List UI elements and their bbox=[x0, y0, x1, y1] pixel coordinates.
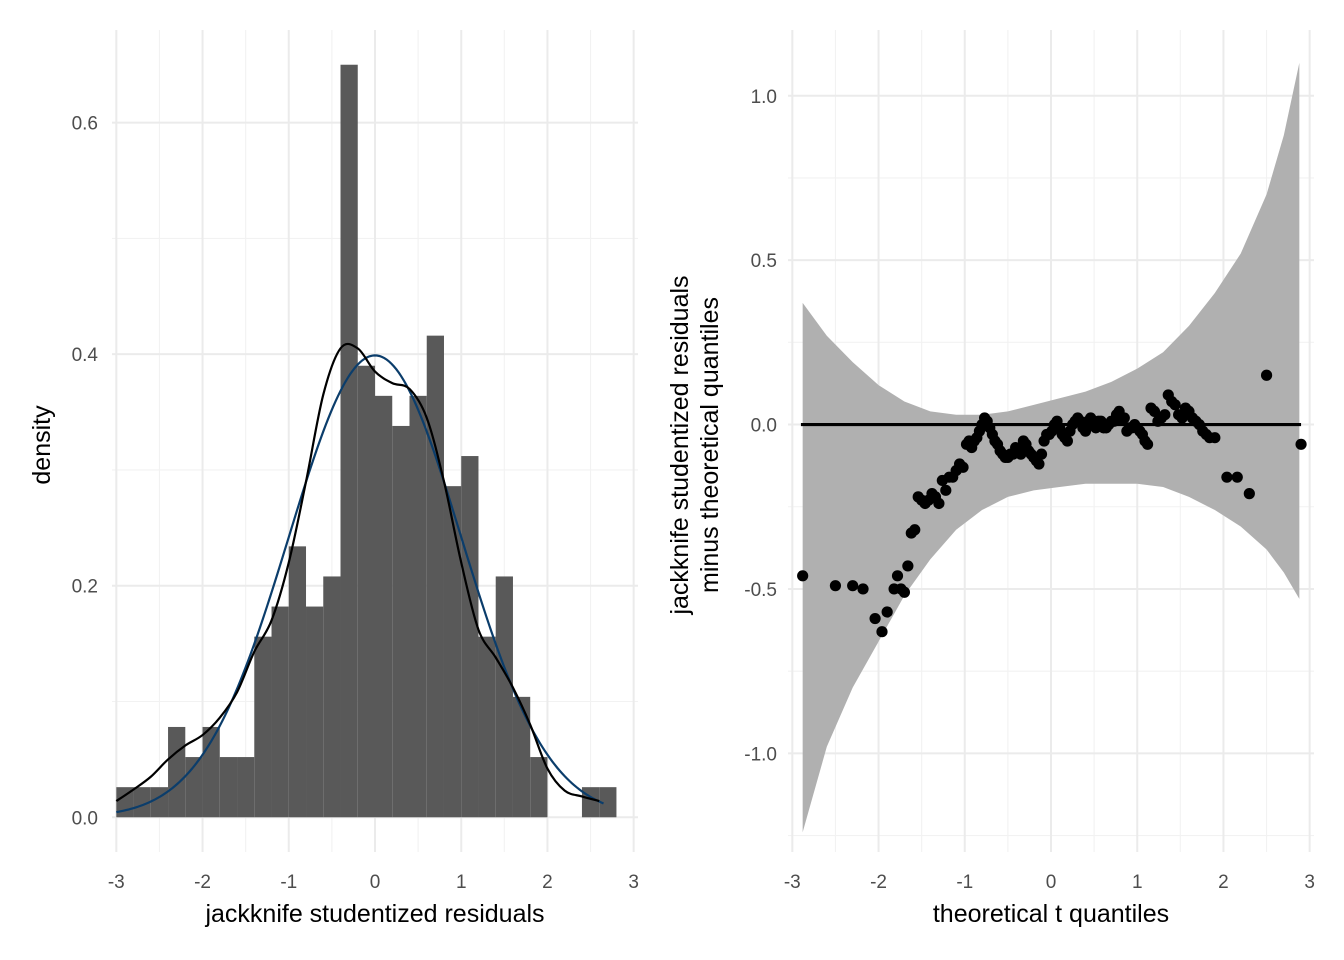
histogram-bar bbox=[426, 335, 444, 818]
qq-x-tick-label: 3 bbox=[1304, 872, 1315, 893]
histogram-bar bbox=[288, 546, 307, 818]
qq-point bbox=[876, 626, 888, 638]
qq-point bbox=[829, 580, 842, 592]
qq-point bbox=[1035, 448, 1048, 460]
histogram-bars bbox=[116, 64, 617, 818]
histogram-x-tick-label: -1 bbox=[280, 872, 297, 893]
histogram-bar bbox=[133, 787, 151, 818]
histogram-bar bbox=[443, 486, 462, 818]
histogram-y-axis-title: density bbox=[28, 405, 56, 485]
qq-point bbox=[1231, 471, 1243, 483]
histogram-x-tick-label: 2 bbox=[542, 872, 553, 893]
histogram-bar bbox=[530, 757, 548, 818]
qq-point bbox=[1033, 458, 1045, 470]
histogram-x-tick-label: 1 bbox=[456, 872, 467, 893]
histogram-bar bbox=[599, 787, 617, 818]
histogram-x-tick-label: 0 bbox=[370, 872, 381, 893]
histogram-bar bbox=[409, 395, 427, 818]
histogram-y-tick-label: 0.4 bbox=[72, 345, 99, 366]
histogram-x-tick-label: -2 bbox=[194, 872, 211, 893]
histogram-bar bbox=[340, 64, 358, 818]
histogram-bar bbox=[478, 636, 496, 818]
qq-point bbox=[1169, 399, 1181, 411]
qq-point bbox=[940, 484, 952, 496]
histogram-bar bbox=[168, 726, 186, 818]
qq-points bbox=[797, 369, 1307, 638]
normal-density-curve bbox=[116, 354, 604, 814]
histogram-y-tick-labels: 0.0 0.2 0.4 0.6 bbox=[72, 114, 99, 830]
qq-point bbox=[933, 497, 945, 510]
kernel-density-curve bbox=[115, 342, 600, 803]
qq-y-tick-label: -0.5 bbox=[744, 580, 777, 601]
qq-point bbox=[1243, 488, 1255, 500]
qq-point bbox=[1141, 438, 1154, 450]
histogram-bar bbox=[581, 787, 600, 818]
histogram-bar bbox=[392, 425, 410, 818]
histogram-bar bbox=[461, 456, 479, 818]
qq-x-tick-label: 1 bbox=[1132, 872, 1143, 893]
qq-x-axis-title: theoretical t quantiles bbox=[933, 900, 1169, 928]
qq-point bbox=[902, 560, 914, 572]
qq-point bbox=[891, 570, 904, 582]
qq-point bbox=[1079, 425, 1092, 437]
qq-point bbox=[881, 606, 893, 618]
histogram-bar bbox=[512, 696, 531, 818]
qq-y-tick-label: 0.0 bbox=[751, 416, 777, 437]
qq-x-tick-label: -1 bbox=[956, 872, 973, 893]
histogram-x-tick-labels: -3 -2 -1 0 1 2 3 bbox=[108, 872, 639, 893]
qq-y-tick-label: 0.5 bbox=[751, 251, 777, 272]
qq-x-tick-label: 0 bbox=[1046, 872, 1057, 893]
histogram-x-tick-label: 3 bbox=[628, 872, 639, 893]
qq-point bbox=[1209, 432, 1221, 444]
histogram-bar bbox=[375, 395, 393, 818]
histogram-panel: -3 -2 -1 0 1 2 3 0.0 0.2 0.4 0.6 jackknife studen… bbox=[28, 30, 639, 928]
histogram-bar bbox=[357, 365, 375, 818]
qq-point bbox=[1159, 409, 1171, 421]
histogram-bar bbox=[271, 606, 289, 818]
confidence-band bbox=[802, 62, 1300, 833]
qq-x-tick-label: 2 bbox=[1218, 872, 1229, 893]
qq-point bbox=[869, 612, 881, 625]
histogram-y-tick-label: 0.2 bbox=[72, 577, 98, 598]
histogram-bar bbox=[306, 606, 324, 818]
qq-y-tick-label: 1.0 bbox=[751, 87, 777, 108]
qq-x-tick-label: -3 bbox=[784, 872, 801, 893]
qq-x-tick-labels: -3 -2 -1 0 1 2 3 bbox=[784, 872, 1315, 893]
histogram-bar bbox=[254, 636, 272, 818]
qq-point bbox=[957, 461, 969, 473]
histogram-bar bbox=[237, 757, 255, 818]
histogram-bar bbox=[150, 787, 169, 818]
qq-x-tick-label: -2 bbox=[870, 872, 887, 893]
qq-point bbox=[847, 580, 859, 592]
histogram-y-tick-label: 0.0 bbox=[72, 808, 98, 829]
qq-y-axis-title-line-1: jackknife studentized residuals bbox=[666, 275, 694, 615]
qq-point bbox=[898, 586, 911, 598]
qq-point bbox=[857, 583, 869, 595]
qq-y-tick-label: -1.0 bbox=[744, 744, 777, 765]
histogram-y-tick-label: 0.6 bbox=[72, 114, 98, 135]
histogram-x-tick-label: -3 bbox=[108, 872, 125, 893]
qq-point bbox=[1118, 412, 1130, 424]
qq-y-axis-title-line-2: minus theoretical quantiles bbox=[696, 297, 724, 593]
histogram-bar bbox=[495, 576, 513, 818]
qq-y-tick-labels: -1.0 -0.5 0.0 0.5 1.0 bbox=[744, 87, 777, 766]
histogram-x-axis-title: jackknife studentized residuals bbox=[204, 900, 544, 928]
qq-point bbox=[909, 524, 921, 536]
qq-point bbox=[797, 570, 809, 582]
qq-panel: -3 -2 -1 0 1 2 3 -1.0 -0.5 0.0 0.5 1.0 theoretical… bbox=[666, 30, 1315, 928]
qq-point bbox=[1221, 471, 1233, 483]
qq-point bbox=[1295, 438, 1307, 450]
histogram-bar bbox=[219, 757, 238, 818]
qq-point bbox=[1260, 369, 1273, 381]
qq-point bbox=[1061, 435, 1073, 447]
histogram-bar bbox=[323, 576, 341, 818]
